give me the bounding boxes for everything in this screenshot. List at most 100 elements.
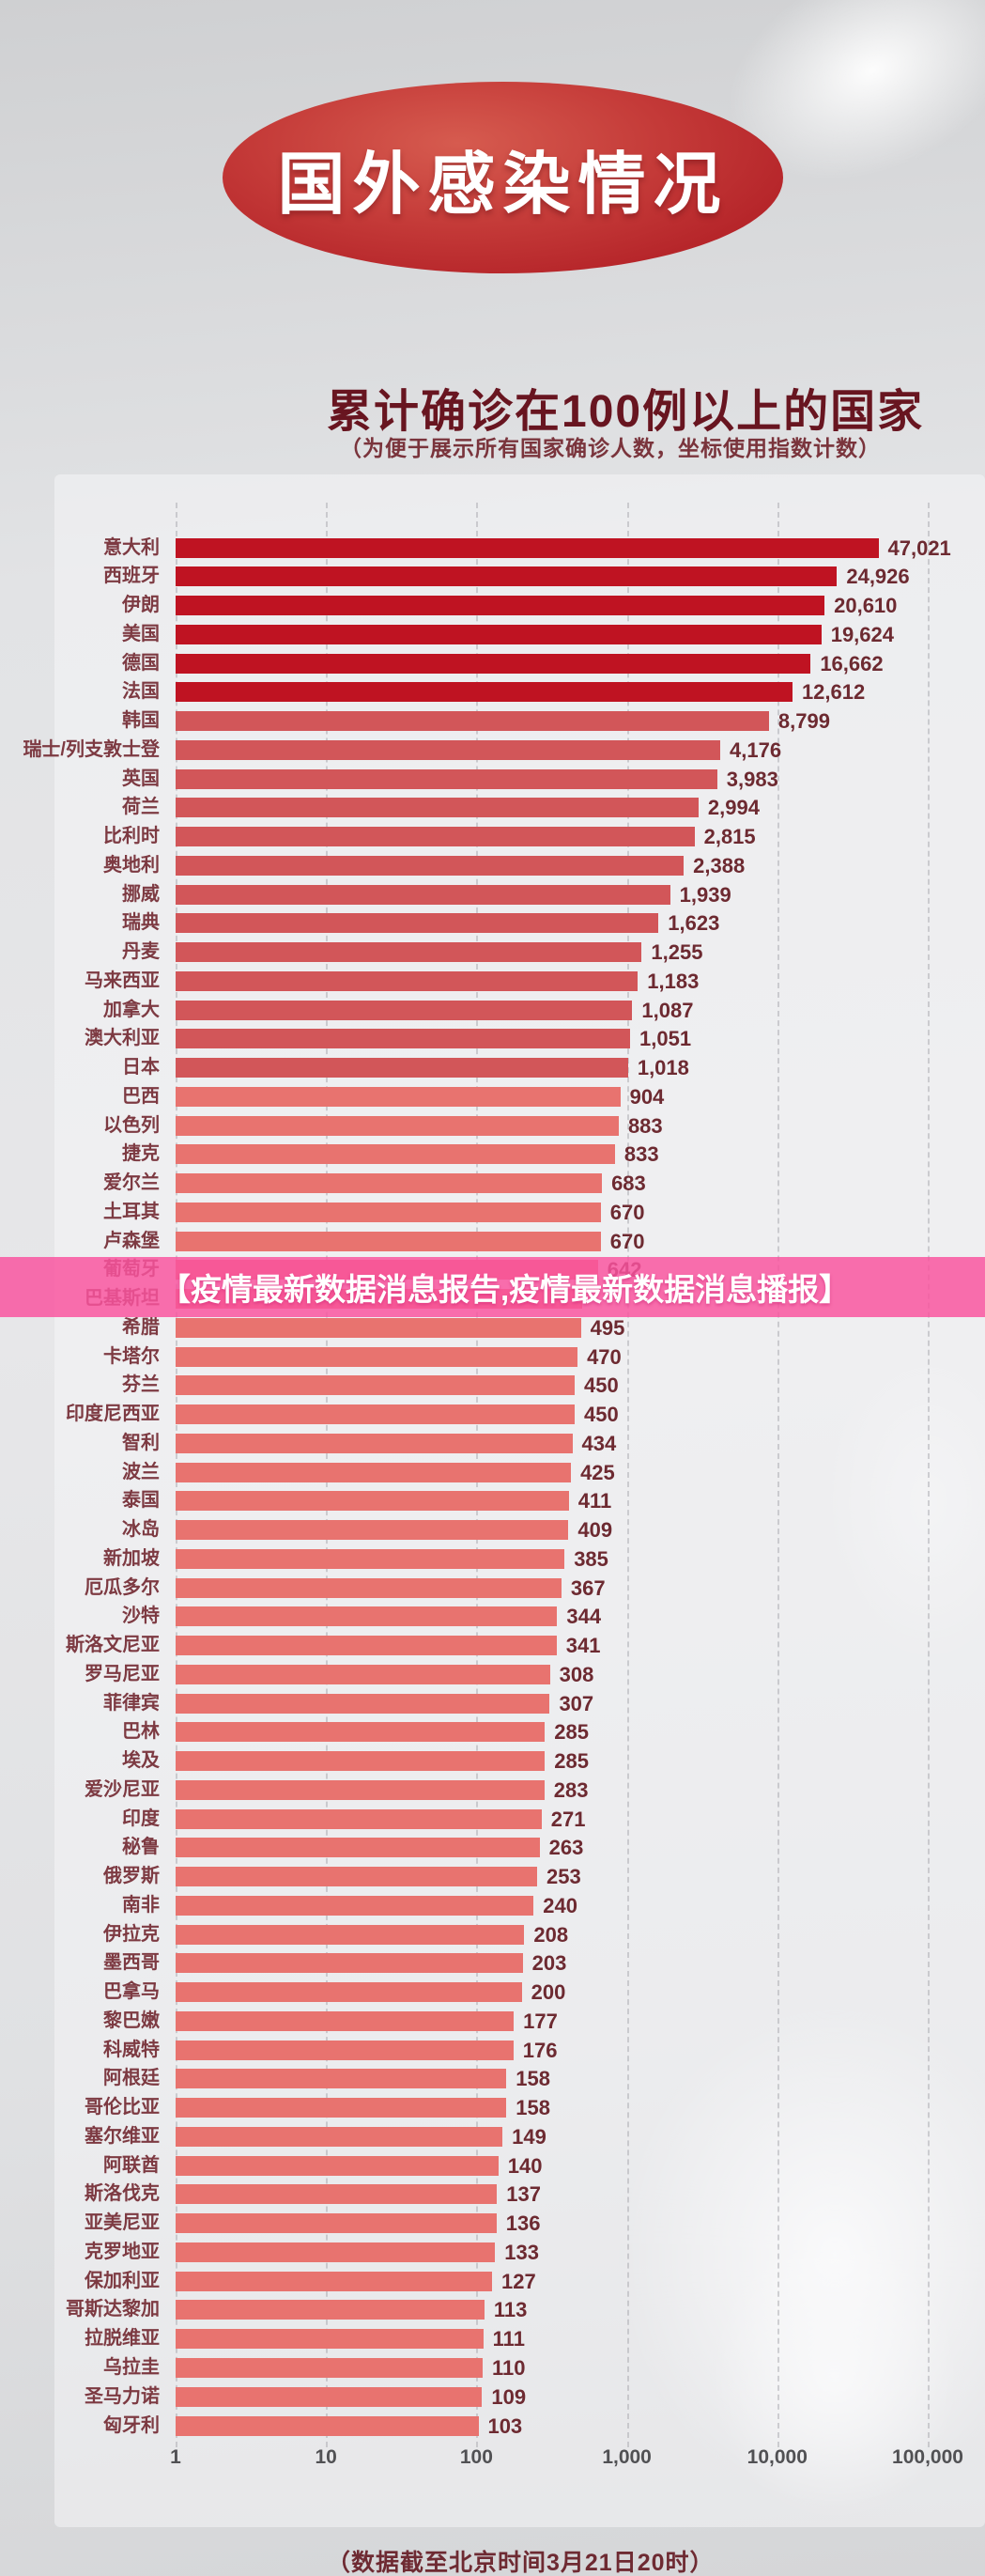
- row-bar: [176, 1895, 534, 1916]
- row-label: 以色列: [103, 1114, 160, 1136]
- row-value: 1,051: [639, 1027, 692, 1051]
- row-label: 德国: [122, 652, 160, 674]
- row-bar: [176, 1808, 542, 1829]
- row-bar: [176, 1029, 631, 1049]
- table-row: 新加坡 385: [0, 1546, 985, 1571]
- row-value: 113: [493, 2298, 528, 2322]
- row-label: 加拿大: [103, 999, 160, 1020]
- row-label: 南非: [122, 1894, 160, 1916]
- table-row: 意大利 47,021: [0, 537, 985, 558]
- table-row: 荷兰 2,994: [0, 796, 985, 820]
- row-bar: [176, 913, 659, 934]
- row-value: 1,255: [651, 940, 703, 965]
- table-row: 丹麦 1,255: [0, 940, 985, 965]
- row-value: 110: [492, 2356, 526, 2380]
- row-value: 127: [501, 2269, 536, 2293]
- table-row: 挪威 1,939: [0, 884, 985, 905]
- row-label: 伊朗: [122, 595, 160, 615]
- row-label: 卡塔尔: [103, 1345, 160, 1367]
- row-bar: [176, 1606, 558, 1627]
- row-value: 3,983: [726, 767, 778, 791]
- table-row: 拉脱维亚 111: [0, 2327, 985, 2351]
- row-label: 希腊: [122, 1316, 160, 1338]
- row-bar: [176, 653, 811, 674]
- row-value: 8,799: [777, 709, 830, 734]
- table-row: 芬兰 450: [0, 1374, 985, 1396]
- row-label: 冰岛: [122, 1519, 160, 1541]
- row-bar: [176, 1144, 615, 1165]
- row-value: 1,018: [637, 1056, 689, 1080]
- row-bar: [176, 2242, 496, 2262]
- table-row: 爱尔兰 683: [0, 1173, 985, 1194]
- grid-line: [777, 503, 779, 2447]
- row-value: 833: [623, 1142, 659, 1167]
- row-label: 法国: [122, 681, 160, 703]
- row-label: 黎巴嫩: [103, 2010, 160, 2031]
- table-row: 波兰 425: [0, 1460, 985, 1484]
- table-row: 印度尼西亚 450: [0, 1403, 985, 1427]
- row-bar: [176, 1231, 601, 1251]
- row-label: 墨西哥: [103, 1952, 160, 1974]
- table-row: 墨西哥 203: [0, 1952, 985, 1974]
- row-value: 411: [577, 1489, 612, 1513]
- row-value: 344: [566, 1605, 602, 1629]
- row-value: 883: [627, 1113, 663, 1138]
- row-value: 425: [580, 1460, 615, 1484]
- row-bar: [176, 768, 717, 789]
- row-value: 450: [584, 1403, 619, 1427]
- row-bar: [176, 1520, 569, 1541]
- row-bar: [176, 1548, 565, 1569]
- row-label: 塞尔维亚: [85, 2125, 160, 2147]
- row-bar: [176, 1000, 633, 1020]
- table-row: 法国 12,612: [0, 680, 985, 705]
- row-label: 菲律宾: [103, 1692, 160, 1714]
- row-label: 斯洛文尼亚: [66, 1635, 160, 1656]
- table-row: 智利 434: [0, 1433, 985, 1453]
- row-value: 103: [487, 2413, 523, 2438]
- row-bar: [176, 2184, 498, 2205]
- row-value: 200: [531, 1980, 566, 2005]
- row-value: 111: [492, 2327, 525, 2351]
- row-bar: [176, 884, 670, 905]
- row-bar: [176, 1838, 540, 1858]
- footer-note: （数据截至北京时间3月21日20时）: [327, 2550, 715, 2576]
- row-value: 271: [550, 1807, 586, 1831]
- table-row: 卢森堡 670: [0, 1231, 985, 1251]
- row-bar: [176, 1722, 546, 1743]
- table-row: 比利时 2,815: [0, 826, 985, 847]
- row-label: 匈牙利: [103, 2414, 160, 2436]
- row-value: 385: [574, 1546, 608, 1571]
- table-row: 阿根廷 158: [0, 2069, 985, 2089]
- row-bar: [176, 827, 695, 847]
- row-value: 2,994: [707, 796, 760, 820]
- row-bar: [176, 1982, 522, 2003]
- table-row: 斯洛文尼亚 341: [0, 1635, 985, 1656]
- table-row: 奥地利 2,388: [0, 855, 985, 876]
- row-bar: [176, 2213, 497, 2234]
- row-value: 149: [512, 2124, 546, 2149]
- title-badge-ellipse: 国外感染情况: [223, 82, 783, 273]
- row-label: 比利时: [103, 826, 160, 847]
- grid-line: [626, 503, 629, 2447]
- table-row: 斯洛伐克 137: [0, 2184, 985, 2205]
- row-value: 1,183: [647, 969, 700, 993]
- row-label: 波兰: [122, 1461, 160, 1482]
- axis-tick-label: 1,000: [602, 2446, 652, 2468]
- row-label: 土耳其: [103, 1201, 160, 1222]
- table-row: 塞尔维亚 149: [0, 2124, 985, 2149]
- grid-line: [928, 503, 930, 2447]
- row-label: 乌拉圭: [103, 2357, 160, 2378]
- row-bar: [176, 1202, 601, 1222]
- row-label: 秘鲁: [122, 1837, 160, 1858]
- row-value: 12,612: [801, 680, 866, 705]
- table-row: 英国 3,983: [0, 767, 985, 791]
- row-value: 1,623: [668, 911, 720, 936]
- row-label: 芬兰: [122, 1374, 160, 1396]
- row-value: 158: [516, 2096, 550, 2120]
- table-row: 黎巴嫩 177: [0, 2010, 985, 2031]
- row-bar: [176, 2300, 485, 2320]
- axis-tick-label: 10: [315, 2446, 337, 2468]
- row-value: 283: [553, 1777, 589, 1802]
- row-value: 4,176: [730, 737, 782, 762]
- row-label: 亚美尼亚: [85, 2212, 160, 2234]
